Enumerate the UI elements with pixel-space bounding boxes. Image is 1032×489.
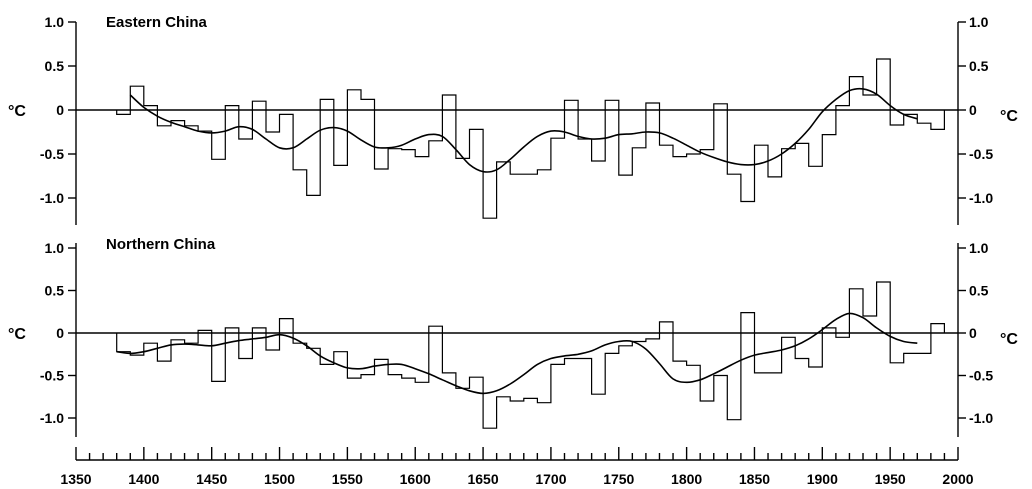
y-tick-label-right: 0 (969, 102, 977, 118)
x-tick-label: 1700 (535, 471, 566, 487)
y-tick-label-left: -0.5 (40, 146, 64, 162)
x-tick-label: 2000 (942, 471, 973, 487)
x-tick-label: 1350 (60, 471, 91, 487)
y-unit-label-right: °C (1000, 108, 1018, 125)
x-axis: 1350 1400 1450 1500 1550 1600 1650 1700 1750 1800… (60, 447, 974, 487)
y-tick-label-right: -1.0 (969, 190, 993, 206)
x-tick-label: 1400 (128, 471, 159, 487)
y-tick-label-left: -1.0 (40, 410, 64, 426)
y-tick-label-right: 1.0 (969, 240, 989, 256)
y-tick-label-right: 0.5 (969, 283, 989, 299)
panel-title-eastern-china: Eastern China (106, 14, 208, 31)
x-tick-label: 1450 (196, 471, 227, 487)
x-tick-label: 1900 (807, 471, 838, 487)
y-tick-label-left: -1.0 (40, 190, 64, 206)
smoothed-trend-line (129, 87, 918, 173)
y-tick-label-left: 1.0 (45, 14, 65, 30)
y-tick-label-right: -0.5 (969, 368, 993, 384)
y-tick-label-right: -1.0 (969, 410, 993, 426)
x-tick-label: 1950 (875, 471, 906, 487)
x-tick-label: 1650 (467, 471, 498, 487)
y-tick-label-right: 0.5 (969, 58, 989, 74)
decadal-step-series (116, 58, 945, 219)
x-tick-label: 1550 (332, 471, 363, 487)
y-tick-label-right: -0.5 (969, 146, 993, 162)
x-tick-label: 1500 (264, 471, 295, 487)
y-tick-label-left: 1.0 (45, 240, 65, 256)
x-tick-label: 1600 (400, 471, 431, 487)
y-tick-label-right: 1.0 (969, 14, 989, 30)
y-unit-label-right: °C (1000, 331, 1018, 348)
x-tick-label: 1850 (739, 471, 770, 487)
y-tick-label-left: 0 (56, 102, 64, 118)
decadal-step-series (116, 281, 945, 429)
y-tick-label-left: 0.5 (45, 283, 65, 299)
x-tick-label: 1750 (603, 471, 634, 487)
y-tick-label-left: 0 (56, 325, 64, 341)
panel-northern-china: Northern China 1.0 1.0 0.5 0.5 0 0 -0.5 -0.5 -1.… (8, 236, 1018, 437)
y-unit-label-left: °C (8, 326, 26, 343)
panel-title-northern-china: Northern China (106, 236, 216, 253)
y-unit-label-left: °C (8, 103, 26, 120)
smoothed-trend-line (116, 312, 918, 395)
y-tick-label-right: 0 (969, 325, 977, 341)
x-tick-label: 1800 (671, 471, 702, 487)
y-tick-label-left: -0.5 (40, 368, 64, 384)
panel-eastern-china: Eastern China 1.0 1.0 0.5 0.5 0 0 -0.5 -0.5 -1.0… (8, 14, 1018, 225)
y-tick-label-left: 0.5 (45, 58, 65, 74)
